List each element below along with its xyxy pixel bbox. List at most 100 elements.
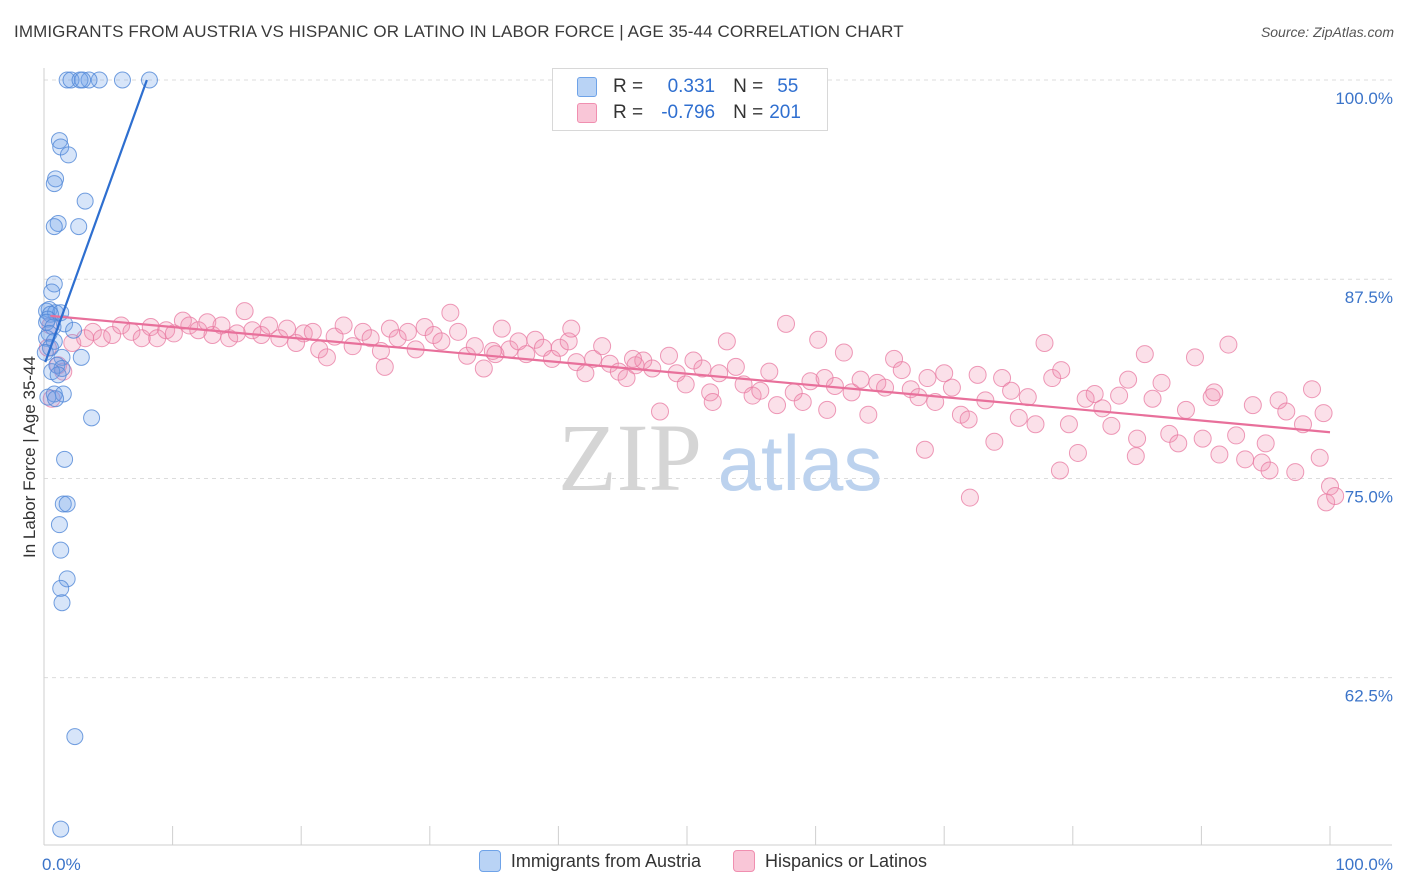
- data-point-hispanics: [876, 378, 895, 397]
- data-point-hispanics: [1227, 426, 1246, 445]
- r-label: R =: [613, 102, 644, 123]
- data-point-hispanics: [1302, 380, 1321, 399]
- data-point-hispanics: [83, 322, 102, 341]
- data-point-austria: [52, 820, 70, 838]
- data-point-austria: [66, 728, 84, 746]
- series-hispanics-points: [38, 302, 1345, 512]
- data-point-austria: [54, 495, 72, 513]
- axes: [43, 68, 1392, 846]
- data-point-hispanics: [1219, 335, 1238, 354]
- data-point-hispanics: [1135, 345, 1154, 364]
- data-point-hispanics: [834, 343, 853, 362]
- series-legend: Immigrants from Austria Hispanics or Lat…: [0, 850, 1406, 872]
- data-point-austria: [74, 71, 92, 89]
- tick-labels: 100.0% 87.5% 75.0% 62.5% 0.0% 100.0%: [42, 89, 1393, 874]
- data-point-hispanics: [623, 349, 642, 368]
- n-value: 201: [769, 102, 801, 123]
- data-point-hispanics: [726, 357, 745, 376]
- data-point-hispanics: [92, 329, 111, 348]
- data-point-hispanics: [1202, 388, 1221, 407]
- data-point-hispanics: [892, 361, 911, 380]
- data-point-hispanics: [141, 318, 160, 337]
- data-point-hispanics: [959, 410, 978, 429]
- data-point-hispanics: [1043, 369, 1062, 388]
- data-point-hispanics: [1314, 404, 1333, 423]
- data-point-hispanics: [1205, 383, 1224, 402]
- r-value: -0.796: [661, 102, 716, 123]
- data-point-austria: [58, 71, 76, 89]
- data-point-hispanics: [1193, 429, 1212, 448]
- data-point-hispanics: [235, 302, 254, 321]
- data-point-hispanics: [1126, 447, 1145, 466]
- data-point-austria: [113, 71, 131, 89]
- data-point-austria: [43, 283, 61, 301]
- data-point-hispanics: [375, 357, 394, 376]
- data-point-hispanics: [851, 370, 870, 389]
- data-point-hispanics: [353, 322, 372, 341]
- data-point-hispanics: [1286, 463, 1305, 482]
- data-point-hispanics: [818, 400, 837, 419]
- data-point-hispanics: [1085, 384, 1104, 403]
- data-point-hispanics: [1076, 389, 1095, 408]
- data-point-hispanics: [960, 488, 979, 507]
- data-point-hispanics: [584, 349, 603, 368]
- data-point-hispanics: [1035, 333, 1054, 352]
- data-point-hispanics: [260, 316, 279, 335]
- x-tick-label: 0.0%: [42, 855, 81, 874]
- data-point-hispanics: [317, 348, 336, 367]
- legend-item-austria[interactable]: Immigrants from Austria: [478, 850, 701, 872]
- data-point-hispanics: [768, 396, 787, 415]
- data-point-hispanics: [1052, 361, 1071, 380]
- data-point-hispanics: [909, 388, 928, 407]
- series-austria-points: [36, 71, 158, 838]
- data-point-hispanics: [1256, 434, 1275, 453]
- data-point-hispanics: [760, 362, 779, 381]
- data-point-hispanics: [1243, 396, 1262, 415]
- watermark-zip: ZIP: [558, 404, 702, 511]
- legend-row-austria: R = 0.331 N = 55: [577, 74, 798, 100]
- data-point-hispanics: [449, 322, 468, 341]
- data-point-hispanics: [486, 345, 505, 364]
- data-point-austria: [70, 218, 88, 236]
- correlation-legend: R = 0.331 N = 55 R = -0.796 N = 201: [552, 68, 828, 131]
- source-label: Source: ZipAtlas.com: [1260, 24, 1394, 40]
- data-point-hispanics: [676, 375, 695, 394]
- trend-line-austria: [44, 79, 148, 363]
- data-point-austria: [50, 132, 68, 150]
- n-label: N =: [733, 102, 764, 123]
- data-point-austria: [59, 146, 77, 164]
- data-point-hispanics: [465, 337, 484, 356]
- y-axis-label: In Labor Force | Age 35-44: [20, 356, 39, 558]
- data-point-austria: [76, 192, 94, 210]
- data-point-hispanics: [1326, 486, 1345, 505]
- data-point-austria: [47, 390, 65, 408]
- data-point-hispanics: [474, 359, 493, 378]
- data-point-hispanics: [424, 326, 443, 344]
- data-point-hispanics: [815, 369, 834, 388]
- data-point-hispanics: [1236, 450, 1255, 469]
- legend-row-hispanics: R = -0.796 N = 201: [577, 100, 801, 126]
- data-point-hispanics: [1110, 386, 1129, 405]
- chart-title: IMMIGRANTS FROM AUSTRIA VS HISPANIC OR L…: [14, 22, 904, 41]
- data-point-hispanics: [1093, 399, 1112, 418]
- data-point-hispanics: [1068, 443, 1087, 462]
- trend-line-hispanics: [50, 314, 1331, 434]
- data-point-hispanics: [915, 440, 934, 459]
- legend-label-austria: Immigrants from Austria: [510, 850, 701, 871]
- data-point-hispanics: [693, 359, 712, 378]
- n-label: N =: [733, 76, 764, 97]
- legend-swatch-austria: [577, 77, 597, 97]
- data-point-hispanics: [942, 378, 961, 397]
- legend-item-hispanics[interactable]: Hispanics or Latinos: [732, 850, 927, 872]
- legend-swatch-austria: [478, 850, 501, 872]
- data-point-austria: [58, 495, 76, 513]
- data-point-hispanics: [343, 337, 362, 356]
- data-point-hispanics: [550, 338, 569, 357]
- data-point-austria: [53, 594, 71, 612]
- data-point-hispanics: [1169, 434, 1188, 453]
- data-point-hispanics: [103, 326, 122, 344]
- data-point-hispanics: [148, 329, 167, 348]
- data-point-austria: [52, 579, 70, 597]
- data-point-hispanics: [1050, 461, 1069, 480]
